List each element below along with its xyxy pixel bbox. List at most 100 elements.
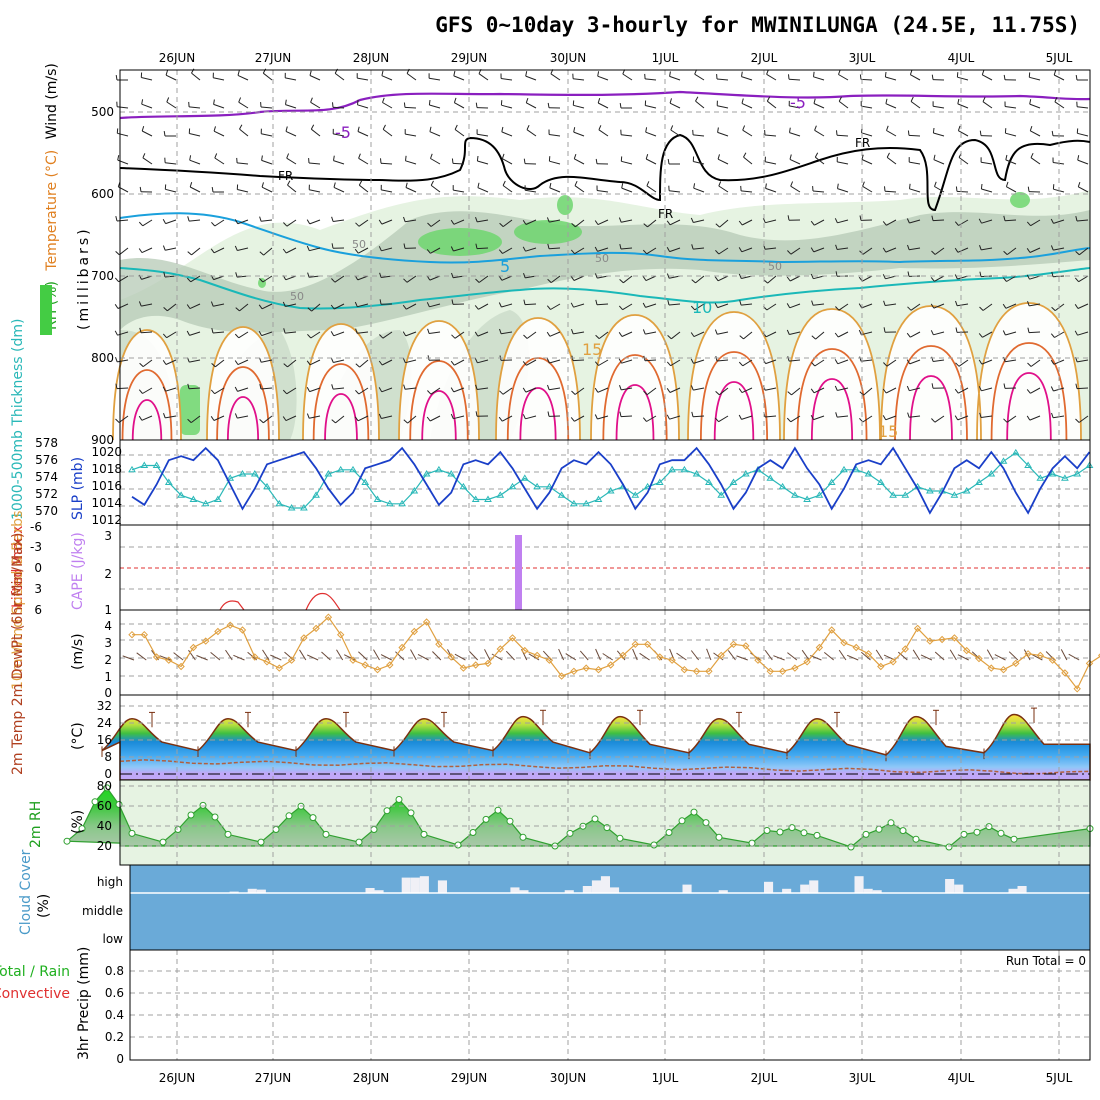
axis-tick-label: 900 [91,433,114,447]
axis-tick-label: 3 [104,529,112,543]
wind-barb-flag [331,384,334,390]
thickness-point [312,491,320,498]
wind-barb [116,219,129,222]
thickness-point [410,487,419,494]
wind-barb-flag [835,412,838,418]
wind-barb-flag [285,99,287,105]
wind-barb-flag [162,360,167,365]
wind-barb-flag [690,305,696,311]
thickness-point [901,491,910,498]
wind-barb-flag [690,385,694,391]
contour-labels: -5 -5 FR FR FR 5 10 15 15 50 50 50 50 [278,93,898,441]
wind10m-point [631,640,640,649]
wind-barb [837,219,849,224]
svg-text:FR: FR [855,136,870,150]
wind10m-point [827,626,836,634]
wind-barb [861,359,873,362]
wind-barb-flag [811,335,816,340]
wind10m-point [435,640,443,649]
wind10m-barb [542,650,552,661]
wind-barb [381,387,393,393]
wind-barb-flag [258,330,263,336]
wind10m-point [999,665,1008,674]
wind-barb-flag [546,217,550,223]
wind-barb [862,247,873,255]
day-label: 27JUN [255,1071,292,1085]
wind-barb-flag [741,98,744,104]
wind-barb-flag [570,249,575,255]
wind10m-barb [801,649,810,661]
warm-dome [399,321,479,440]
cloud-high-bar [600,876,610,893]
wind-barb-flag [1005,154,1008,161]
thickness-point [729,478,738,485]
rh2m-point [257,838,265,846]
wind-barb-flag [451,272,454,278]
wind10m-point [1073,685,1081,693]
slp-label: SLP (mb) [70,457,86,520]
wind-barb [189,219,201,222]
cloud-high-bar [854,876,864,893]
rh2m-point [115,801,123,808]
wind-barb-flag [666,361,671,367]
wind-barb-flag [1029,99,1032,105]
wind-barb [789,275,801,282]
wind-barb-flag [836,130,838,136]
wind-barb-flag [355,222,360,227]
wind-barb-flag [354,248,359,254]
wind-barb [237,387,249,392]
cloud-high-bar [401,877,411,893]
wind-barb [189,159,201,165]
cloud-high-bar [809,880,819,893]
thickness-point [766,474,775,481]
thickness-point [471,495,480,502]
wind10m-point [275,664,284,672]
wind10m-point [471,661,480,669]
wind-barb-flag [259,419,264,424]
wind-barb-flag [957,98,960,105]
wind-barb-flag [811,361,816,367]
axis-tick-label: 0.2 [105,1030,124,1044]
wind-barb-flag [523,334,528,339]
wind-barb [695,100,705,109]
wind-barb [1077,159,1089,165]
wind-barb [286,387,297,395]
wind-barb-flag [957,125,961,131]
wind10m-barb [196,655,208,661]
svg-text:(millibars): (millibars) [76,226,92,330]
wind-barb [382,128,393,137]
wind-barb [429,77,441,81]
cloud-high-bar [1008,888,1018,893]
axis-tick-label: 2 [104,653,112,667]
wind-barb [262,72,273,81]
wind-barb-flag [786,329,790,335]
thickness-point [950,491,959,498]
wind10m-barb [787,652,798,661]
wind-barb [717,331,729,335]
wind-barb-flag [739,300,742,306]
wind-barb [669,247,681,253]
wind-barb [1029,275,1041,280]
wind-barb-flag [933,154,936,160]
wind-barb [669,190,681,193]
svg-text:15: 15 [878,422,898,441]
wind-barb-flag [306,413,310,419]
axis-tick-label: 6 [34,603,42,617]
wind-barb [477,133,489,137]
rh2m-point [899,827,907,835]
wind-barb-flag [547,384,550,390]
wind-barb-flag [738,273,742,279]
axis-tick-label: 3 [104,636,112,650]
wind10m-barb [380,654,393,661]
wind-barb-flag [235,307,240,312]
wind-barb-flag [715,223,720,228]
wind-barb-flag [715,391,720,396]
wind-barb [453,387,465,393]
wind-barb-flag [693,183,696,189]
rh2m-point [813,831,821,839]
wind-barb [501,275,513,281]
wind-barb-flag [642,276,647,281]
wind-barb-flag [549,182,552,189]
wind-barb [886,219,897,226]
wind-barb [621,331,633,337]
